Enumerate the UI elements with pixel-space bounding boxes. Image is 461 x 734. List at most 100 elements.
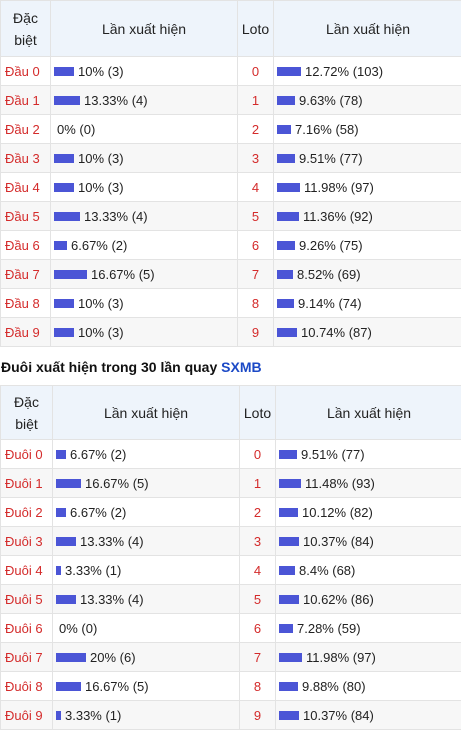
header-loto: Loto <box>239 385 276 440</box>
loto-number: 0 <box>239 439 276 469</box>
header-loto: Loto <box>237 0 274 57</box>
frequency-bar <box>56 449 66 459</box>
frequency-text: 16.67% (5) <box>85 475 149 491</box>
stat-cell: 16.67% (5) <box>50 259 238 289</box>
loto-number: 8 <box>239 671 276 701</box>
loto-frequency-bar <box>279 478 301 488</box>
table-row: Đuôi 2 6.67% (2) 2 10.12% (82) <box>0 497 461 527</box>
row-label: Đầu 1 <box>0 85 51 115</box>
frequency-text: 0% (0) <box>59 620 98 636</box>
loto-number: 3 <box>239 526 276 556</box>
row-label: Đầu 7 <box>0 259 51 289</box>
table-row: Đầu 5 13.33% (4) 5 11.36% (92) <box>0 201 461 231</box>
frequency-text: 6.67% (2) <box>70 446 127 462</box>
loto-frequency-bar <box>279 536 299 546</box>
loto-frequency-text: 8.4% (68) <box>299 562 356 578</box>
table-row: Đầu 9 10% (3) 9 10.74% (87) <box>0 317 461 347</box>
stat-cell: 10% (3) <box>50 288 238 318</box>
row-label: Đầu 9 <box>0 317 51 347</box>
loto-frequency-bar <box>277 153 295 163</box>
table-row: Đuôi 9 3.33% (1) 9 10.37% (84) <box>0 700 461 730</box>
loto-number: 5 <box>237 201 274 231</box>
table-row: Đuôi 5 13.33% (4) 5 10.62% (86) <box>0 584 461 614</box>
frequency-bar <box>56 478 81 488</box>
header-lan-xuat-hien: Lần xuất hiện <box>52 385 240 440</box>
frequency-bar <box>54 182 74 192</box>
loto-stat-cell: 11.98% (97) <box>275 642 461 672</box>
loto-stat-cell: 9.88% (80) <box>275 671 461 701</box>
loto-stat-cell: 9.63% (78) <box>273 85 461 115</box>
frequency-text: 13.33% (4) <box>80 591 144 607</box>
loto-frequency-text: 9.14% (74) <box>298 295 362 311</box>
row-label: Đuôi 9 <box>0 700 53 730</box>
loto-frequency-bar <box>279 565 295 575</box>
loto-stat-cell: 7.28% (59) <box>275 613 461 643</box>
stat-cell: 3.33% (1) <box>52 700 240 730</box>
table-row: Đuôi 8 16.67% (5) 8 9.88% (80) <box>0 671 461 701</box>
stat-cell: 3.33% (1) <box>52 555 240 585</box>
stat-cell: 13.33% (4) <box>50 85 238 115</box>
loto-frequency-text: 10.74% (87) <box>301 324 372 340</box>
loto-number: 7 <box>239 642 276 672</box>
loto-frequency-text: 10.12% (82) <box>302 504 373 520</box>
loto-stat-cell: 11.36% (92) <box>273 201 461 231</box>
row-label: Đuôi 8 <box>0 671 53 701</box>
loto-stat-cell: 10.62% (86) <box>275 584 461 614</box>
loto-frequency-bar <box>277 269 293 279</box>
loto-stat-cell: 11.98% (97) <box>273 172 461 202</box>
loto-number: 7 <box>237 259 274 289</box>
loto-stat-cell: 10.37% (84) <box>275 700 461 730</box>
loto-number: 2 <box>239 497 276 527</box>
loto-number: 4 <box>237 172 274 202</box>
header-loto-lan-xuat-hien: Lần xuất hiện <box>275 385 461 440</box>
loto-frequency-bar <box>279 623 293 633</box>
header-dac-biet: Đặc biệt <box>0 0 51 57</box>
stat-cell: 6.67% (2) <box>50 230 238 260</box>
stat-cell: 16.67% (5) <box>52 468 240 498</box>
head-table-body: Đầu 0 10% (3) 0 12.72% (103) Đầu 1 13.33% (4)… <box>0 56 461 347</box>
loto-number: 3 <box>237 143 274 173</box>
row-label: Đuôi 2 <box>0 497 53 527</box>
loto-stat-cell: 9.51% (77) <box>273 143 461 173</box>
header-loto-lan-xuat-hien: Lần xuất hiện <box>273 0 461 57</box>
sxmb-link[interactable]: SXMB <box>221 359 262 375</box>
loto-stat-cell: 9.26% (75) <box>273 230 461 260</box>
loto-frequency-text: 8.52% (69) <box>297 266 361 282</box>
stat-cell: 6.67% (2) <box>52 497 240 527</box>
row-label: Đầu 5 <box>0 201 51 231</box>
loto-number: 2 <box>237 114 274 144</box>
header-dac-biet: Đặc biệt <box>0 385 53 440</box>
loto-frequency-text: 11.48% (93) <box>305 475 375 491</box>
stat-cell: 6.67% (2) <box>52 439 240 469</box>
loto-frequency-text: 7.16% (58) <box>295 121 359 137</box>
stat-cell: 10% (3) <box>50 56 238 86</box>
loto-number: 5 <box>239 584 276 614</box>
frequency-text: 3.33% (1) <box>65 707 122 723</box>
frequency-bar <box>54 240 67 250</box>
stat-cell: 10% (3) <box>50 317 238 347</box>
loto-number: 1 <box>237 85 274 115</box>
loto-frequency-bar <box>277 95 295 105</box>
frequency-bar <box>54 95 80 105</box>
loto-number: 1 <box>239 468 276 498</box>
frequency-text: 20% (6) <box>90 649 136 665</box>
frequency-text: 6.67% (2) <box>70 504 127 520</box>
table-row: Đuôi 0 6.67% (2) 0 9.51% (77) <box>0 439 461 469</box>
row-label: Đầu 4 <box>0 172 51 202</box>
loto-stat-cell: 10.74% (87) <box>273 317 461 347</box>
loto-number: 6 <box>239 613 276 643</box>
table-row: Đầu 2 0% (0) 2 7.16% (58) <box>0 114 461 144</box>
frequency-text: 16.67% (5) <box>91 266 155 282</box>
loto-stat-cell: 10.37% (84) <box>275 526 461 556</box>
table-row: Đuôi 4 3.33% (1) 4 8.4% (68) <box>0 555 461 585</box>
row-label: Đuôi 7 <box>0 642 53 672</box>
frequency-bar <box>54 327 74 337</box>
loto-frequency-bar <box>277 298 294 308</box>
loto-frequency-bar <box>277 124 291 134</box>
table-row: Đầu 0 10% (3) 0 12.72% (103) <box>0 56 461 86</box>
loto-stat-cell: 9.14% (74) <box>273 288 461 318</box>
frequency-bar <box>56 710 61 720</box>
loto-number: 6 <box>237 230 274 260</box>
loto-frequency-text: 10.37% (84) <box>303 533 374 549</box>
stat-cell: 13.33% (4) <box>52 584 240 614</box>
